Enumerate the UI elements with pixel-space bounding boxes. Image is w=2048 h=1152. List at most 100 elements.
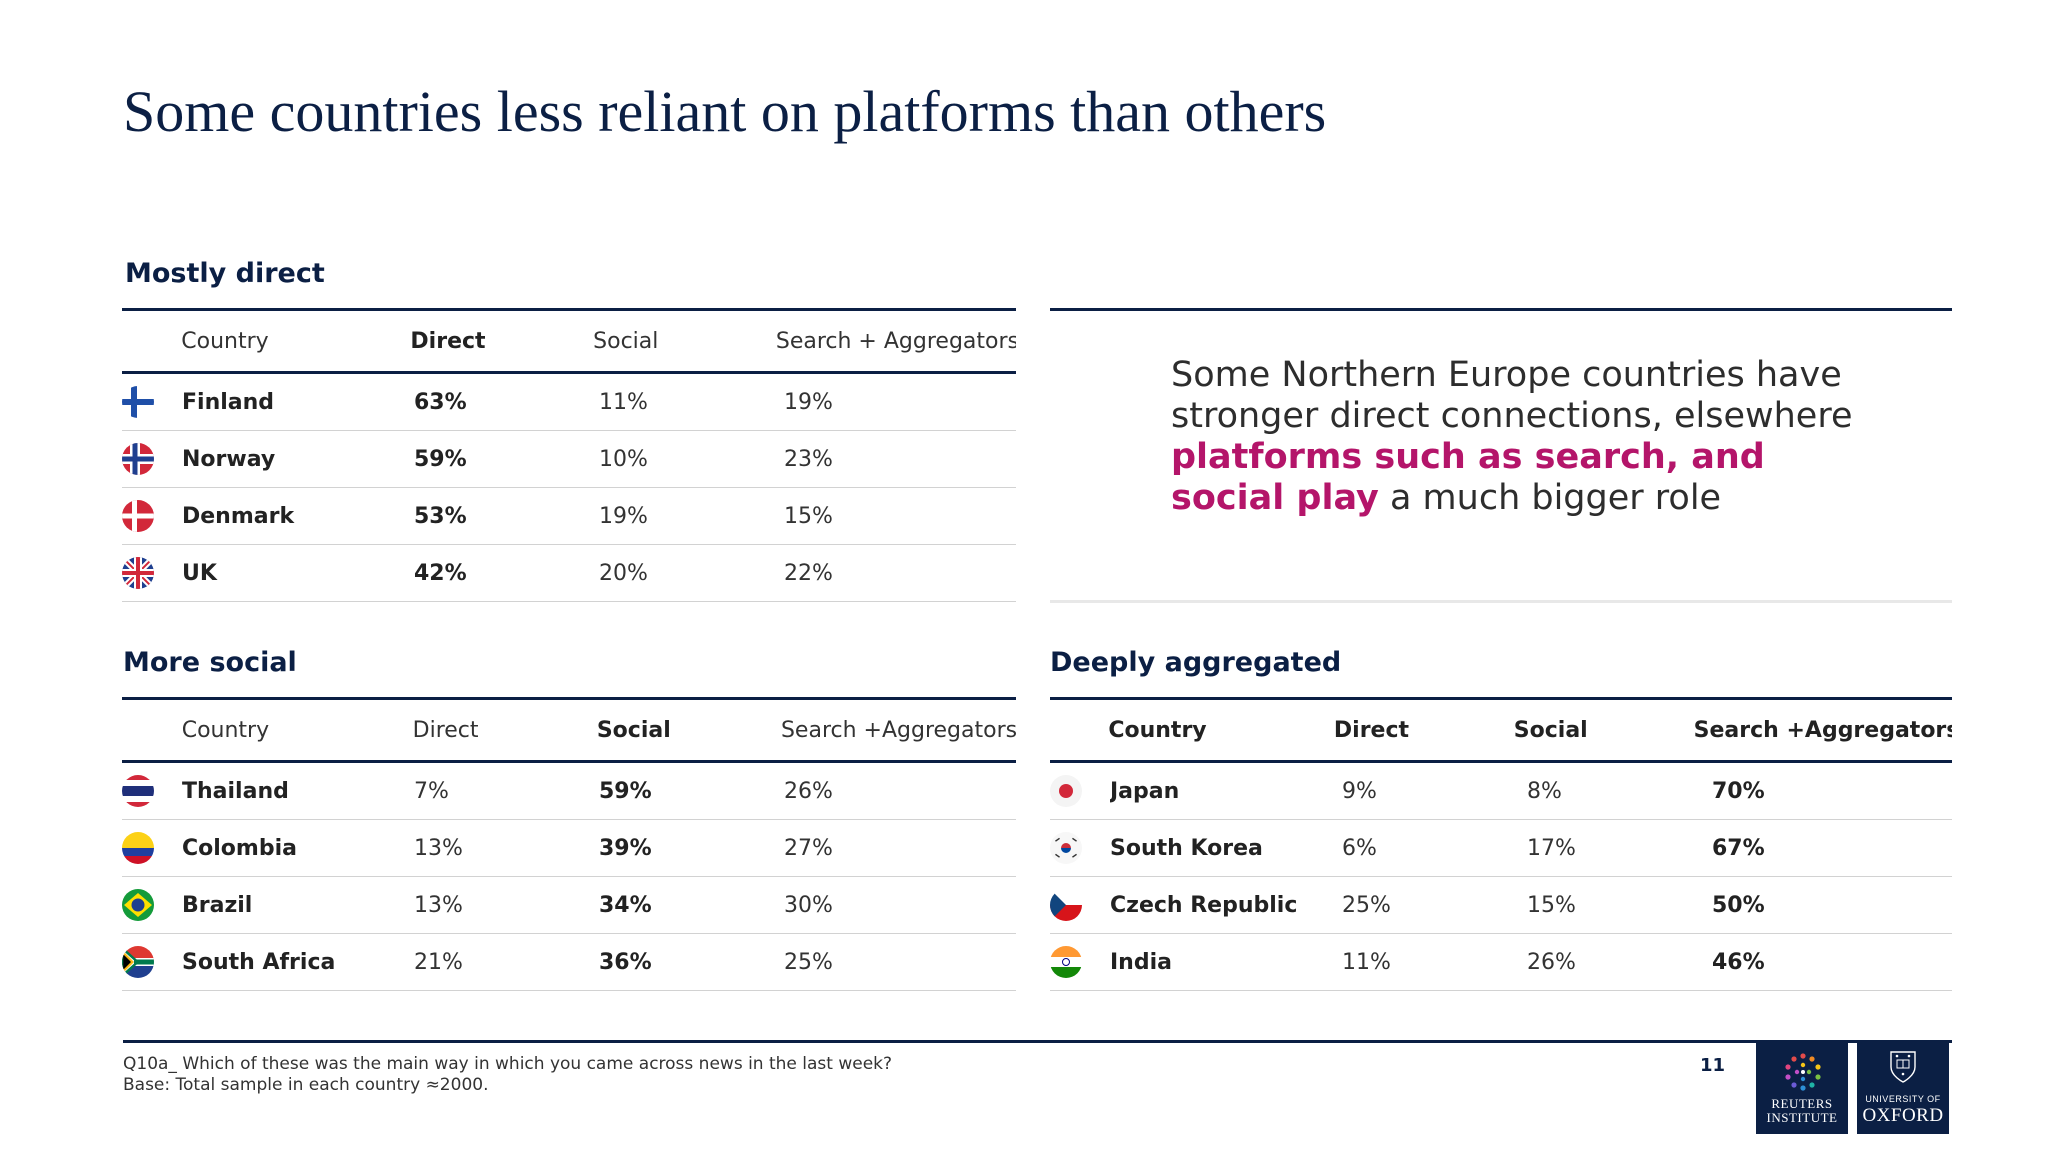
social-value: 59%: [599, 778, 652, 804]
search-value: 19%: [784, 389, 833, 415]
table-header-row: Country Direct Social Search +Aggregator…: [122, 700, 1016, 763]
search-value: 70%: [1712, 778, 1765, 804]
column-header-search: Search +Aggregators: [1693, 717, 1953, 743]
table-row-south-korea: South Korea 6% 17% 67%: [1050, 820, 1952, 877]
direct-value: 9%: [1342, 778, 1377, 804]
brazil-flag-icon: [122, 889, 154, 921]
section-heading-more-social: More social: [123, 647, 297, 678]
social-value: 11%: [599, 389, 648, 415]
social-value: 15%: [1527, 892, 1576, 918]
table-row-japan: Japan 9% 8% 70%: [1050, 763, 1952, 820]
section-heading-mostly-direct: Mostly direct: [125, 258, 325, 289]
mostly-direct-table: Country Direct Social Search + Aggregato…: [122, 308, 1016, 602]
country-name: Colombia: [182, 835, 297, 861]
column-header-social: Social: [593, 328, 659, 354]
direct-value: 53%: [414, 503, 467, 529]
search-value: 46%: [1712, 949, 1765, 975]
social-value: 19%: [599, 503, 648, 529]
india-flag-icon: [1050, 946, 1082, 978]
search-value: 25%: [784, 949, 833, 975]
callout-part2: a much bigger role: [1378, 478, 1722, 518]
social-value: 34%: [599, 892, 652, 918]
direct-value: 7%: [414, 778, 449, 804]
country-name: Norway: [182, 446, 276, 472]
country-name: Czech Republic: [1110, 892, 1298, 918]
oxford-logo-line2: OXFORD: [1862, 1105, 1944, 1126]
search-value: 26%: [784, 778, 833, 804]
table-row-south-africa: South Africa 21% 36% 25%: [122, 934, 1016, 991]
country-name: South Africa: [182, 949, 336, 975]
table-row-uk: UK 42% 20% 22%: [122, 545, 1016, 602]
social-value: 39%: [599, 835, 652, 861]
social-value: 8%: [1527, 778, 1562, 804]
direct-value: 21%: [414, 949, 463, 975]
footnote: Q10a_ Which of these was the main way in…: [123, 1054, 892, 1096]
oxford-logo: UNIVERSITY OF OXFORD: [1857, 1043, 1949, 1134]
reuters-institute-logo: REUTERS INSTITUTE: [1756, 1043, 1848, 1134]
direct-value: 11%: [1342, 949, 1391, 975]
table-row-czech-republic: Czech Republic 25% 15% 50%: [1050, 877, 1952, 934]
table-row-colombia: Colombia 13% 39% 27%: [122, 820, 1016, 877]
footer-rule: [123, 1040, 1952, 1043]
norway-flag-icon: [122, 443, 154, 475]
oxford-crest-icon: [1890, 1051, 1916, 1083]
finland-flag-icon: [122, 386, 154, 418]
country-name: UK: [182, 560, 217, 586]
table-header-row: Country Direct Social Search +Aggregator…: [1050, 700, 1952, 763]
footnote-base: Base: Total sample in each country ≈2000…: [123, 1075, 489, 1095]
search-value: 22%: [784, 560, 833, 586]
search-value: 50%: [1712, 892, 1765, 918]
column-header-social: Social: [596, 717, 671, 743]
table-row-denmark: Denmark 53% 19% 15%: [122, 488, 1016, 545]
social-value: 10%: [599, 446, 648, 472]
footnote-question: Q10a_ Which of these was the main way in…: [123, 1054, 893, 1074]
section-heading-deeply-aggregated: Deeply aggregated: [1050, 647, 1342, 678]
direct-value: 6%: [1342, 835, 1377, 861]
column-header-country: Country: [1108, 717, 1207, 743]
direct-value: 25%: [1342, 892, 1391, 918]
south-africa-flag-icon: [122, 946, 154, 978]
search-value: 15%: [784, 503, 833, 529]
table-header-row: Country Direct Social Search + Aggregato…: [122, 311, 1016, 374]
table-row-india: India 11% 26% 46%: [1050, 934, 1952, 991]
social-value: 26%: [1527, 949, 1576, 975]
column-header-direct: Direct: [410, 328, 486, 354]
japan-flag-icon: [1050, 775, 1082, 807]
direct-value: 42%: [414, 560, 467, 586]
column-header-search: Search +Aggregators: [780, 717, 1017, 743]
column-header-direct: Direct: [1333, 717, 1410, 743]
country-name: Japan: [1110, 778, 1180, 804]
country-name: Thailand: [182, 778, 289, 804]
callout-part1: Some Northern Europe countries have stro…: [1171, 355, 1853, 436]
search-value: 30%: [784, 892, 833, 918]
country-name: Denmark: [182, 503, 295, 529]
page-number: 11: [1700, 1055, 1726, 1076]
column-header-social: Social: [1513, 717, 1588, 743]
reuters-logo-line2: INSTITUTE: [1766, 1110, 1838, 1125]
country-name: Brazil: [182, 892, 253, 918]
uk-flag-icon: [122, 557, 154, 589]
colombia-flag-icon: [122, 832, 154, 864]
country-name: India: [1110, 949, 1172, 975]
direct-value: 59%: [414, 446, 467, 472]
column-header-country: Country: [181, 717, 270, 743]
search-value: 23%: [784, 446, 833, 472]
social-value: 17%: [1527, 835, 1576, 861]
country-name: Finland: [182, 389, 275, 415]
page-title: Some countries less reliant on platforms…: [123, 79, 1327, 144]
social-value: 20%: [599, 560, 648, 586]
czech-flag-icon: [1050, 889, 1082, 921]
reuters-dots-icon: [1785, 1053, 1821, 1091]
social-value: 36%: [599, 949, 652, 975]
south-korea-flag-icon: [1050, 832, 1082, 864]
oxford-logo-line1: UNIVERSITY OF: [1865, 1094, 1941, 1104]
table-row-brazil: Brazil 13% 34% 30%: [122, 877, 1016, 934]
direct-value: 63%: [414, 389, 467, 415]
callout-highlight: platforms such as search, and social pla…: [1171, 437, 1765, 518]
reuters-logo-line1: REUTERS: [1771, 1096, 1833, 1111]
callout-box: Some Northern Europe countries have stro…: [1050, 308, 1952, 603]
direct-value: 13%: [414, 835, 463, 861]
deeply-aggregated-table: Country Direct Social Search +Aggregator…: [1050, 697, 1952, 991]
denmark-flag-icon: [122, 500, 154, 532]
table-row-thailand: Thailand 7% 59% 26%: [122, 763, 1016, 820]
